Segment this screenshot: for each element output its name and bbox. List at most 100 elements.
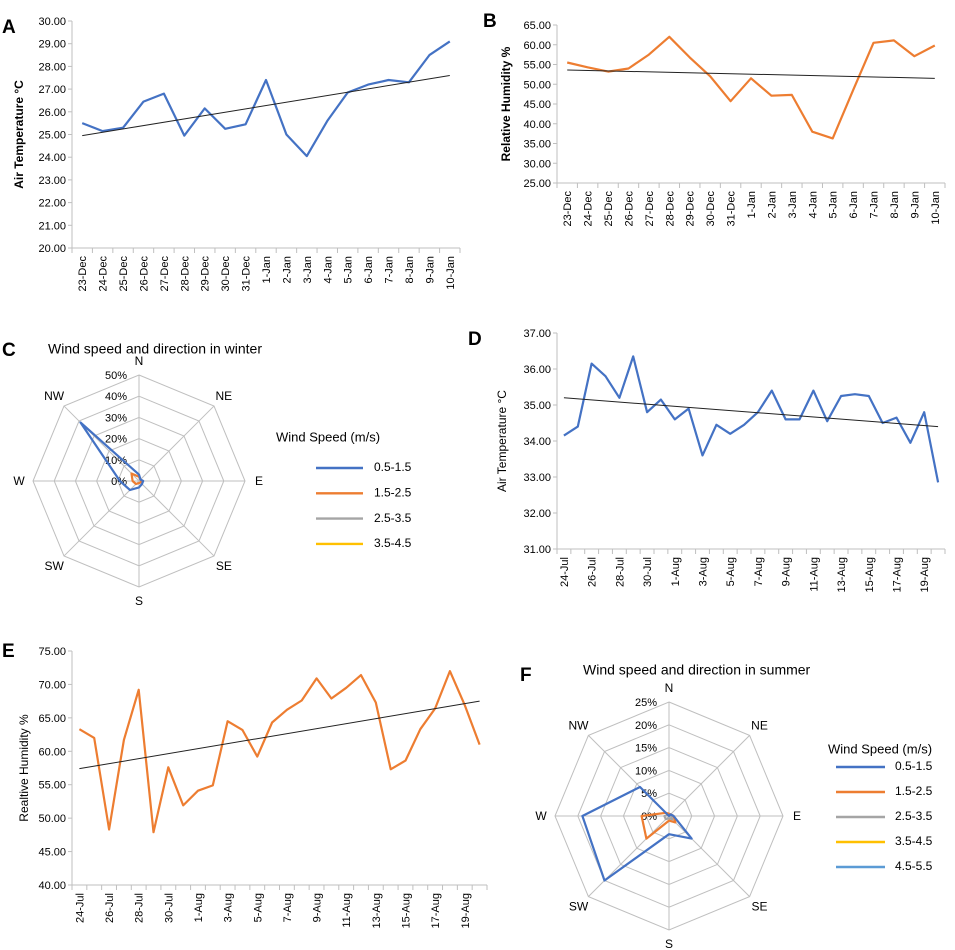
x-tick-label: 6-Jan (848, 191, 860, 219)
y-tick-label: 35.00 (523, 400, 551, 412)
y-tick-label: 29.00 (38, 39, 66, 51)
x-tick-label: 23-Dec (562, 191, 574, 227)
x-tick-label: 30-Jul (642, 557, 654, 587)
y-tick-label: 65.00 (38, 713, 66, 725)
x-tick-label: 3-Jan (787, 191, 799, 219)
x-tick-label: 4-Jan (322, 256, 334, 284)
x-tick-label: 31-Dec (726, 191, 738, 227)
x-tick-label: 2-Jan (766, 191, 778, 219)
direction-label: NW (568, 718, 589, 732)
x-tick-label: 1-Jan (746, 191, 758, 219)
x-tick-label: 3-Aug (698, 557, 710, 586)
x-tick-label: 26-Jul (104, 893, 116, 923)
radar-spoke (138, 480, 215, 557)
chart-E: E 40.00 45.00 50.00 55.00 60.00 65.00 70.00 75.0… (2, 641, 488, 928)
x-tick-label: 30-Dec (705, 191, 717, 227)
x-tick-label: 5-Jan (343, 256, 355, 284)
radar-spoke (63, 405, 140, 482)
y-tick-label: 70.00 (38, 679, 66, 691)
x-tick-label: 8-Jan (889, 191, 901, 219)
y-tick-label: 60.00 (523, 40, 551, 52)
x-tick-label: 31-Dec (241, 256, 253, 292)
panel-label: F (520, 665, 532, 686)
series-line (566, 35, 936, 140)
legend-title: Wind Speed (m/s) (828, 741, 932, 756)
x-tick-label: 3-Aug (223, 893, 235, 922)
x-tick-label: 29-Dec (200, 256, 212, 292)
y-axis-label: Air Temperature °C (495, 390, 509, 492)
legend-label: 3.5-4.5 (374, 536, 412, 550)
radar-spoke (668, 735, 750, 817)
direction-label: W (13, 474, 25, 488)
radar-series (79, 421, 145, 492)
y-tick-label: 45.00 (523, 99, 551, 111)
x-tick-label: 10-Jan (445, 256, 457, 290)
y-tick-label: 34.00 (523, 436, 551, 448)
y-axis-label: Relative Humidity % (499, 46, 513, 161)
legend-label: 1.5-2.5 (895, 784, 933, 798)
direction-label: SW (44, 559, 64, 573)
series-line (563, 355, 940, 483)
x-tick-label: 19-Aug (460, 893, 472, 928)
x-tick-label: 9-Jan (909, 191, 921, 219)
x-tick-label: 1-Jan (261, 256, 273, 284)
y-tick-label: 37.00 (523, 328, 551, 340)
direction-label: NW (44, 389, 65, 403)
x-tick-label: 3-Jan (302, 256, 314, 284)
y-tick-label: 40.00 (38, 880, 66, 892)
radar-series (581, 785, 693, 882)
legend-label: 2.5-3.5 (374, 511, 412, 525)
y-tick-label: 45.00 (38, 847, 66, 859)
y-tick-label: 28.00 (38, 61, 66, 73)
legend-label: 4.5-5.5 (895, 859, 933, 873)
chart-title: Wind speed and direction in summer (583, 661, 811, 677)
y-tick-label: 27.00 (38, 84, 66, 96)
panel-label: B (483, 11, 497, 32)
y-tick-label: 31.00 (523, 544, 551, 556)
x-tick-label: 26-Jul (587, 557, 599, 587)
legend-label: 3.5-4.5 (895, 834, 933, 848)
direction-label: SE (752, 900, 768, 914)
x-tick-label: 19-Aug (919, 557, 931, 592)
chart-A: A 20.00 21.00 22.00 23.00 24.00 25.00 26.00 27.0… (2, 16, 461, 292)
direction-label: NE (216, 389, 233, 403)
chart-D: D 31.00 32.00 33.00 34.00 35.00 36.00 37.00 24-J… (468, 328, 946, 592)
y-tick-label: 50.00 (523, 79, 551, 91)
direction-label: S (135, 594, 143, 608)
radar-spoke (138, 405, 215, 482)
y-tick-label: 25.00 (38, 130, 66, 142)
x-tick-label: 29-Dec (685, 191, 697, 227)
x-tick-label: 26-Dec (138, 256, 150, 292)
x-tick-label: 13-Aug (836, 557, 848, 592)
x-tick-label: 1-Aug (670, 557, 682, 586)
x-tick-label: 24-Jul (74, 893, 86, 923)
x-tick-label: 7-Aug (282, 893, 294, 922)
x-tick-label: 7-Jan (384, 256, 396, 284)
series-line (78, 669, 481, 834)
radar-ring-label: 10% (635, 765, 657, 777)
direction-label: W (535, 809, 547, 823)
y-tick-label: 50.00 (38, 813, 66, 825)
panel-label: E (2, 641, 15, 662)
radar-spoke (588, 815, 670, 897)
y-tick-label: 75.00 (38, 646, 66, 658)
radar-ring-label: 20% (105, 434, 127, 446)
y-tick-label: 21.00 (38, 220, 66, 232)
y-tick-label: 35.00 (523, 139, 551, 151)
direction-label: SE (216, 559, 232, 573)
x-tick-label: 30-Jul (163, 893, 175, 923)
x-tick-label: 25-Dec (118, 256, 130, 292)
trend-line (79, 700, 480, 770)
x-tick-label: 24-Dec (98, 256, 110, 292)
legend-label: 2.5-3.5 (895, 809, 933, 823)
chart-title: Wind speed and direction in winter (48, 340, 262, 356)
x-tick-label: 2-Jan (281, 256, 293, 284)
direction-label: N (665, 681, 674, 695)
y-tick-label: 65.00 (523, 20, 551, 32)
x-tick-label: 28-Dec (179, 256, 191, 292)
x-tick-label: 30-Dec (220, 256, 232, 292)
legend-label: 1.5-2.5 (374, 485, 412, 499)
x-tick-label: 7-Aug (753, 557, 765, 586)
x-tick-label: 11-Aug (341, 893, 353, 928)
x-tick-label: 5-Aug (252, 893, 264, 922)
